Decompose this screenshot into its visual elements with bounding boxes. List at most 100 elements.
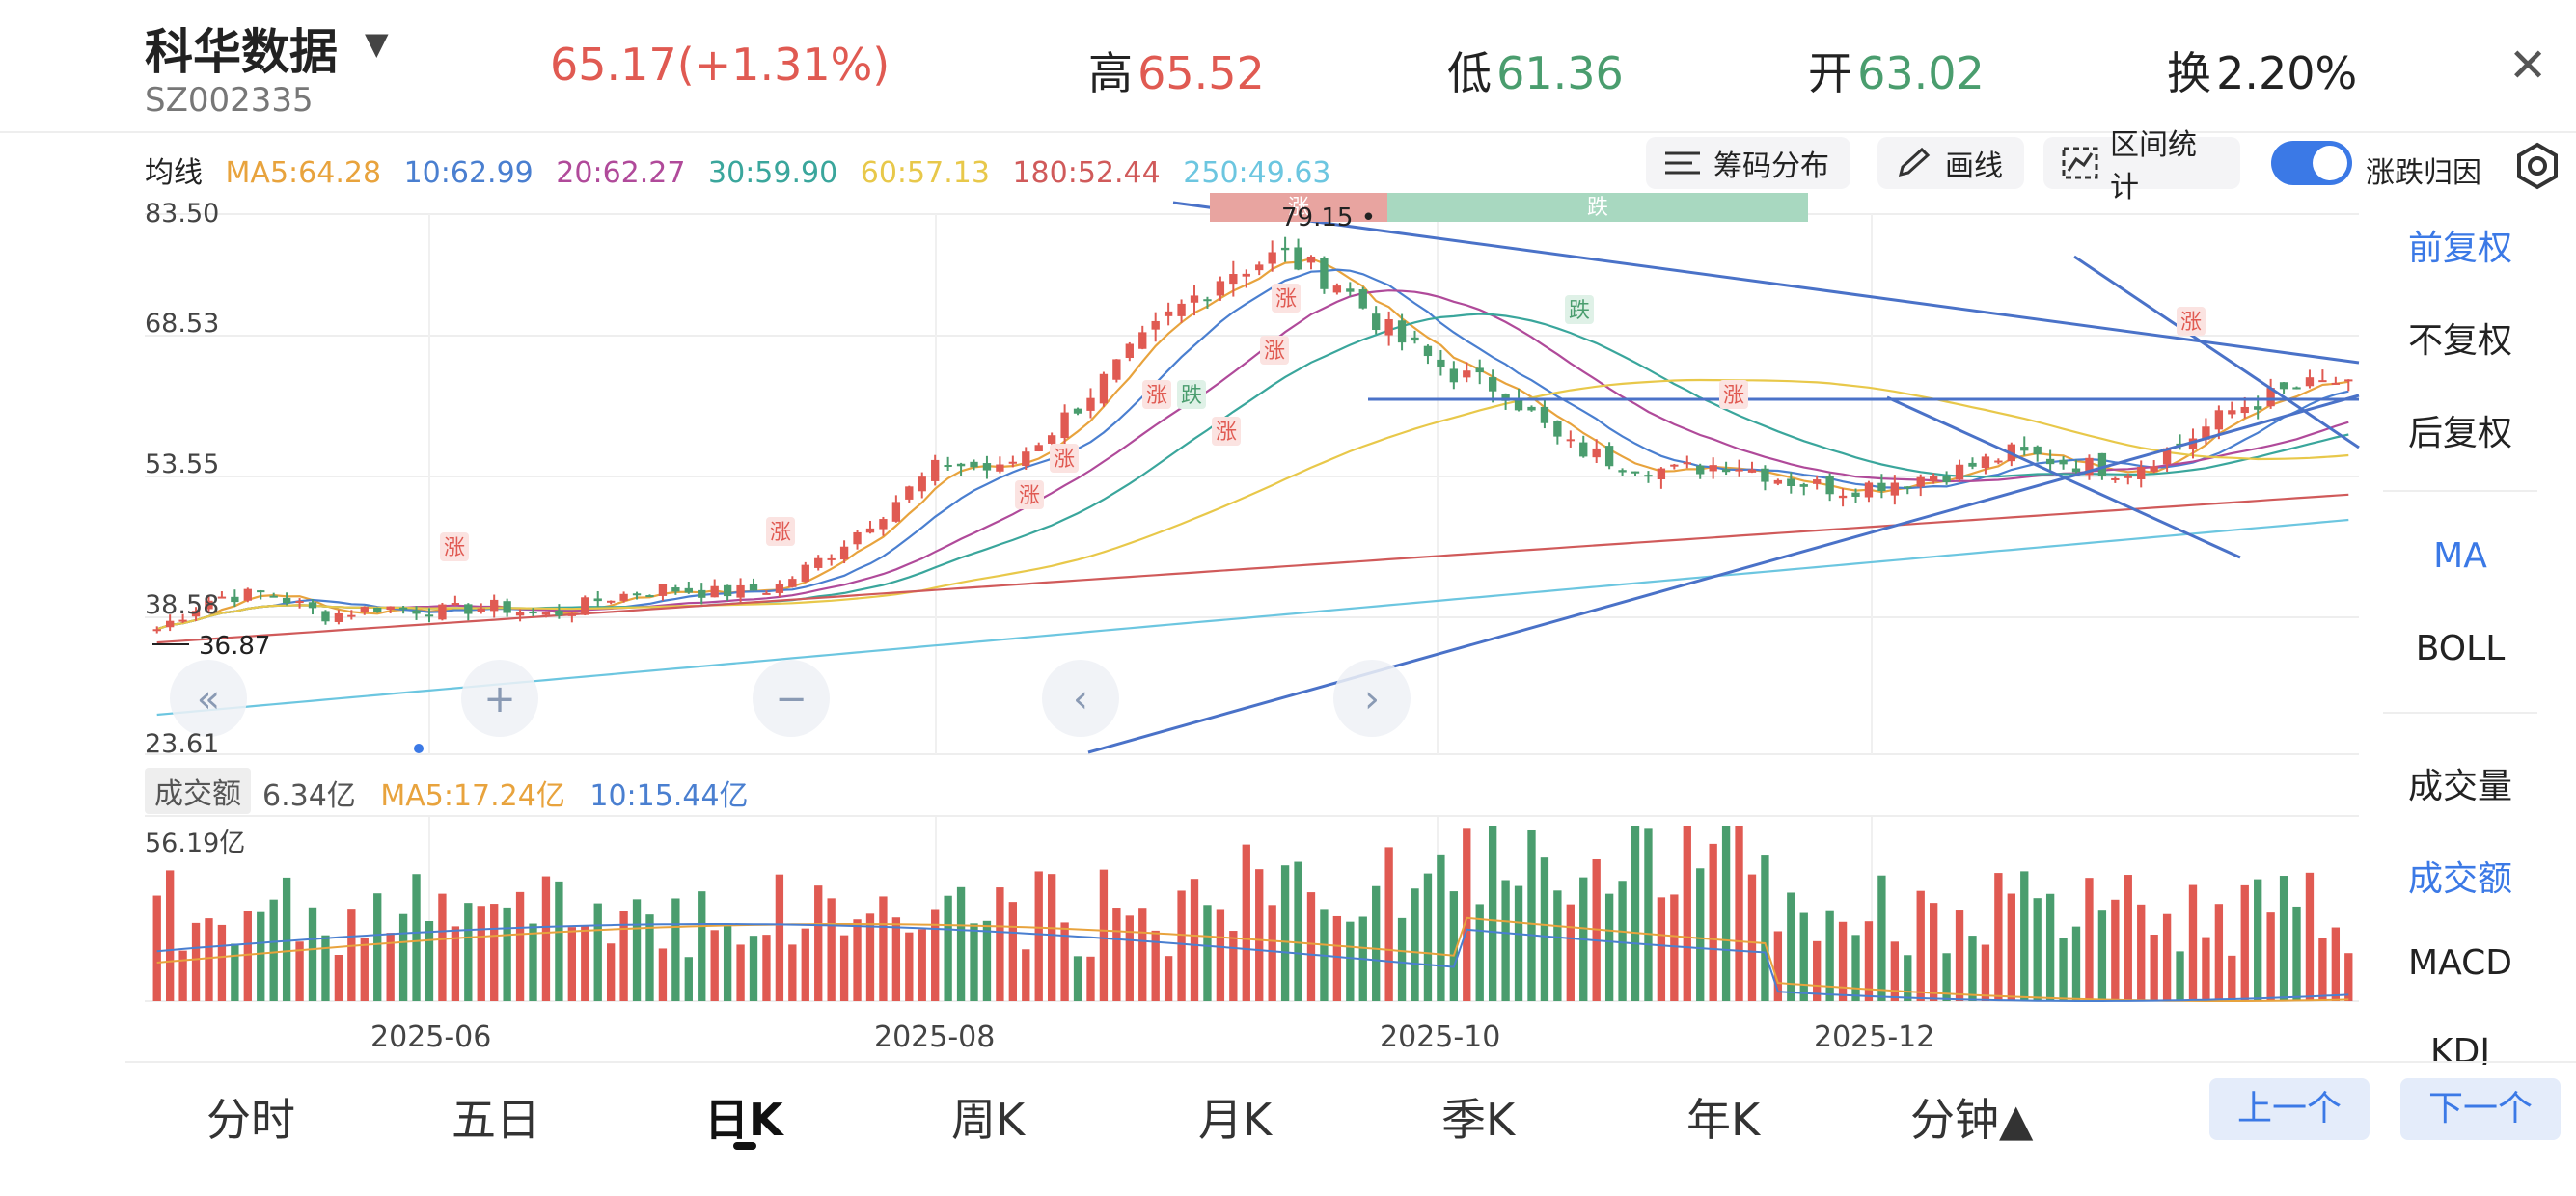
minus-button[interactable]	[753, 660, 830, 737]
volume-bar	[723, 924, 732, 1001]
tab-quarterly-k[interactable]: 季K	[1441, 1094, 1516, 1146]
volume-bar	[1423, 873, 1433, 1001]
candle-body	[931, 459, 940, 481]
candle-body	[1125, 343, 1134, 359]
tab-intraday[interactable]: 分时	[206, 1094, 295, 1146]
candle-body	[1709, 465, 1717, 472]
volume-bar	[606, 943, 616, 1001]
tab-minute[interactable]: 分钟▲	[1910, 1094, 2034, 1146]
ma-legend: 均线 MA5:64.28 10:62.99 20:62.27 30:59.90 …	[145, 149, 1345, 191]
candle-body	[541, 612, 551, 615]
chip-distribution-button[interactable]: 筹码分布	[1646, 137, 1850, 189]
candle-body	[282, 597, 291, 604]
candle-body	[295, 601, 304, 604]
candle-body	[477, 608, 485, 612]
volume-bar	[827, 898, 836, 1001]
next-stock-button[interactable]: 下一个	[2400, 1078, 2561, 1140]
close-icon[interactable]: ✕	[2508, 39, 2548, 93]
candle-body	[736, 584, 745, 598]
candle-body	[645, 595, 654, 598]
caret-down-icon[interactable]: ▼	[365, 25, 389, 62]
candle-body	[2331, 382, 2341, 385]
double-left-button[interactable]	[170, 660, 247, 737]
candle-body	[269, 595, 278, 598]
sidebar-macd[interactable]: MACD	[2408, 943, 2512, 983]
draw-line-button[interactable]: 画线	[1877, 137, 2024, 189]
candle-body	[1332, 285, 1342, 293]
candle-body	[606, 600, 616, 603]
prev-stock-button[interactable]: 上一个	[2209, 1078, 2370, 1140]
volume-label[interactable]: 成交额	[145, 768, 251, 814]
volume-bar	[2202, 937, 2210, 1001]
tab-monthly-k[interactable]: 月K	[1198, 1094, 1273, 1146]
volume-bar	[2045, 893, 2055, 1001]
candle-body	[1242, 273, 1250, 277]
candle-body	[671, 587, 680, 592]
tab-daily-k[interactable]: 日K	[704, 1094, 783, 1146]
volume-bar	[775, 874, 784, 1001]
stock-name[interactable]: 科华数据	[145, 24, 338, 80]
candle-body	[723, 584, 732, 597]
sidebar-forward-adjust[interactable]: 前复权	[2407, 229, 2512, 268]
sidebar-boll[interactable]: BOLL	[2415, 629, 2506, 668]
sidebar-turnover-amount[interactable]: 成交额	[2407, 859, 2512, 899]
gear-icon[interactable]	[2512, 141, 2562, 191]
candle-body	[2240, 406, 2249, 414]
chevron-left-button[interactable]	[1042, 660, 1119, 737]
candle-body	[982, 463, 992, 471]
candle-body	[1268, 252, 1276, 264]
up-tag: 涨	[1275, 287, 1297, 312]
volume-bar	[1190, 879, 1199, 1001]
candle-body	[555, 610, 563, 616]
volume-bar	[865, 913, 875, 1001]
volume-bar	[905, 932, 914, 1001]
candle-body	[217, 596, 227, 599]
ma30-value: 30:59.90	[708, 156, 838, 190]
volume-bar	[879, 896, 888, 1001]
sidebar-no-adjust[interactable]: 不复权	[2407, 321, 2512, 361]
sidebar-backward-adjust[interactable]: 后复权	[2407, 414, 2512, 453]
candle-body	[490, 599, 499, 612]
plus-button[interactable]	[461, 660, 538, 737]
candle-body	[2150, 466, 2158, 472]
up-tag-badge	[1050, 444, 1079, 473]
candle-body	[2020, 447, 2029, 451]
volume-bar	[347, 909, 356, 1001]
range-stats-button[interactable]: 区间统计	[2043, 128, 2240, 204]
candle-body	[1437, 359, 1445, 367]
volume-bar	[2331, 927, 2341, 1001]
kline-chart[interactable]: 涨跌79.15 •36.87涨涨涨涨涨 跌涨涨涨 跌涨涨« + − ‹ ›	[0, 193, 2364, 1196]
candle-body	[879, 519, 888, 530]
volume-bar	[1216, 909, 1225, 1001]
up-tag-badge	[1719, 380, 1748, 409]
volume-bar	[2292, 906, 2301, 1001]
candle-body	[464, 604, 473, 614]
volume-bar	[2228, 955, 2236, 1001]
sidebar-kdj[interactable]: KDJ	[2430, 1032, 2490, 1065]
candle-body	[1799, 484, 1808, 487]
sidebar-volume[interactable]: 成交量	[2407, 767, 2512, 806]
volume-bar	[1709, 843, 1717, 1001]
candle-body	[567, 612, 577, 616]
tab-weekly-k[interactable]: 周K	[951, 1094, 1026, 1146]
volume-bar	[2111, 899, 2120, 1001]
volume-bar	[788, 944, 797, 1001]
attribution-toggle[interactable]	[2271, 141, 2352, 185]
chevron-right-button[interactable]	[1333, 660, 1411, 737]
low-quote: 低 61.36	[1447, 39, 1624, 102]
candle-body	[1216, 281, 1225, 296]
tab-yearly-k[interactable]: 年K	[1686, 1094, 1761, 1146]
candle-body	[2266, 388, 2275, 407]
sidebar-ma[interactable]: MA	[2433, 536, 2487, 576]
candle-body	[1981, 456, 1990, 469]
candle-body	[1968, 462, 1977, 467]
high-value: 65.52	[1137, 47, 1265, 99]
candle-body	[1047, 435, 1056, 444]
volume-bar	[503, 907, 511, 1001]
tab-five-day[interactable]: 五日	[452, 1094, 540, 1146]
volume-bar	[1488, 826, 1497, 1001]
volume-bar	[2085, 878, 2094, 1001]
candle-body	[1604, 446, 1614, 467]
volume-bar	[1942, 953, 1951, 1001]
volume-bar	[1721, 826, 1731, 1001]
